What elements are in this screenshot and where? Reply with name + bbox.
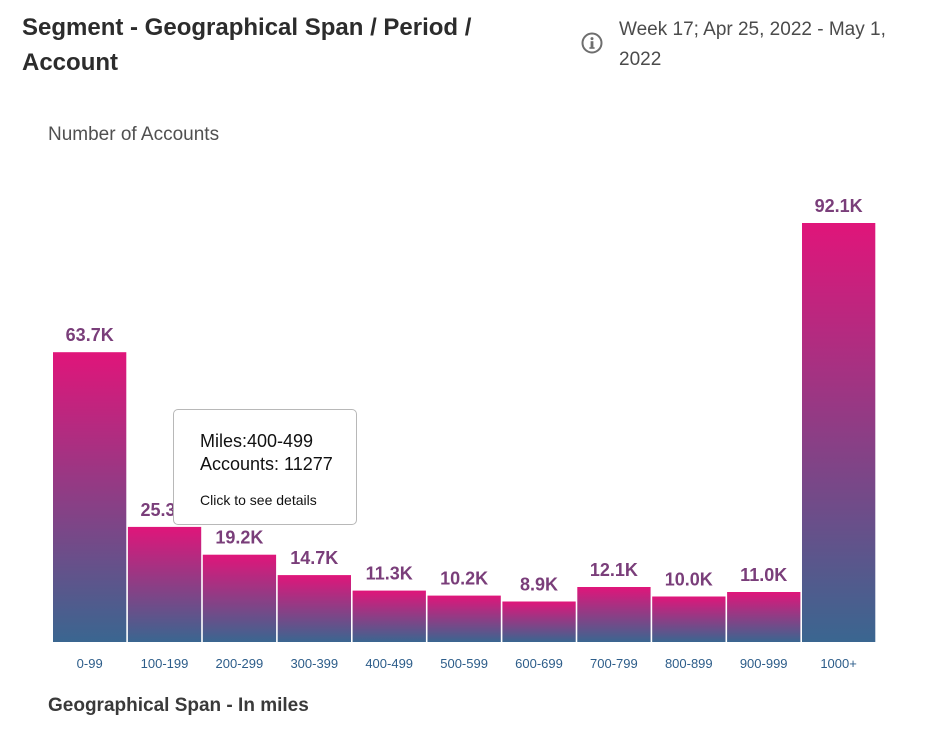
bar-900-999[interactable] (727, 592, 801, 642)
tick-label-300-399: 300-399 (290, 656, 338, 671)
value-label-300-399: 14.7K (290, 548, 338, 568)
value-label-600-699: 8.9K (520, 575, 558, 595)
value-label-0-99: 63.7K (66, 325, 114, 345)
chart-title: Segment - Geographical Span / Period / A… (22, 14, 472, 76)
tooltip-miles: Miles:400-499 (200, 431, 314, 451)
tooltip-accounts: Accounts: 11277 (200, 454, 333, 474)
bar-200-299[interactable] (202, 554, 277, 642)
value-label-400-499: 11.3K (366, 564, 413, 584)
value-label-700-799: 12.1K (590, 560, 638, 580)
period-range: Week 17; Apr 25, 2022 - May 1, 2022 (619, 19, 886, 70)
value-label-1000+: 92.1K (815, 196, 863, 216)
tick-label-400-499: 400-499 (365, 656, 413, 671)
value-label-200-299: 19.2K (215, 528, 263, 548)
info-icon[interactable] (581, 32, 603, 54)
tick-label-800-899: 800-899 (665, 656, 713, 671)
bar-700-799[interactable] (577, 587, 651, 642)
value-label-500-599: 10.2K (440, 569, 488, 589)
tick-label-200-299: 200-299 (216, 656, 264, 671)
bar-100-199[interactable] (127, 526, 202, 642)
bar-800-899[interactable] (652, 596, 726, 643)
bar-300-399[interactable] (277, 575, 351, 642)
bar-400-499[interactable] (352, 590, 426, 642)
tick-label-100-199: 100-199 (141, 656, 189, 671)
tick-label-500-599: 500-599 (440, 656, 488, 671)
y-axis-label: Number of Accounts (48, 124, 220, 145)
bar-1000+[interactable] (802, 223, 876, 642)
tick-label-1000+: 1000+ (820, 656, 857, 671)
tick-label-900-999: 900-999 (740, 656, 788, 671)
bar-500-599[interactable] (427, 595, 501, 642)
tick-label-0-99: 0-99 (77, 656, 103, 671)
bar-600-699[interactable] (502, 601, 576, 643)
x-axis-label: Geographical Span - In miles (48, 695, 309, 716)
tooltip-hint[interactable]: Click to see details (200, 492, 317, 508)
value-label-900-999: 11.0K (740, 565, 787, 585)
bar-0-99[interactable] (53, 352, 127, 642)
value-label-800-899: 10.0K (665, 570, 713, 590)
tick-label-600-699: 600-699 (515, 656, 563, 671)
bar-tooltip: Miles:400-499 Accounts: 11277 Click to s… (173, 409, 357, 525)
tick-label-700-799: 700-799 (590, 656, 638, 671)
